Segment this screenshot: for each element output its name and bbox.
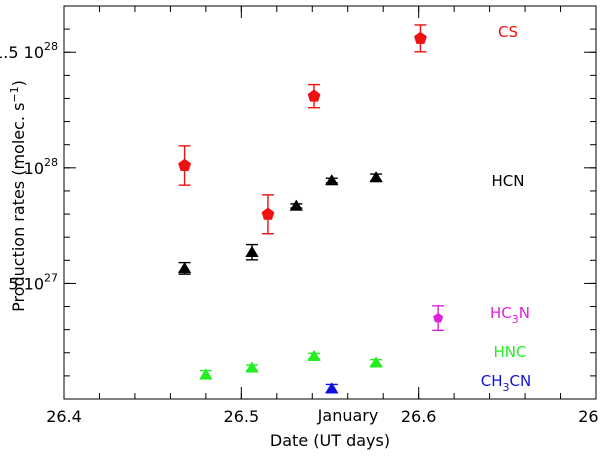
hnc-data-point bbox=[307, 349, 321, 361]
x-tick-label: 26.6 bbox=[401, 407, 437, 426]
cs-series-label: CS bbox=[498, 23, 518, 41]
hcn-data-point bbox=[325, 174, 339, 186]
hc-series-label: HC3N bbox=[490, 304, 530, 326]
cs-data-point bbox=[178, 158, 192, 172]
january-annotation: January bbox=[317, 406, 379, 425]
y-tick-label: 1028 bbox=[24, 156, 58, 178]
y-tick-label: 1.5 1028 bbox=[0, 40, 58, 62]
ch-data-point bbox=[325, 382, 339, 394]
x-tick-label: 26.7 bbox=[578, 407, 600, 426]
hcn-data-point bbox=[177, 261, 192, 274]
hcn-data-point bbox=[245, 245, 259, 257]
axis-tick-labels: 26.4 26.5 26.6 26.7 5 1027 1028 1.5 1028 bbox=[0, 40, 600, 426]
y-axis-label: Production rates (molec. s−1) bbox=[8, 80, 28, 312]
plot-frame bbox=[63, 5, 597, 400]
x-tick-label: 26.4 bbox=[46, 407, 82, 426]
cs-data-point bbox=[261, 207, 275, 220]
cs-data-point bbox=[307, 89, 321, 102]
x-tick-label: 26.5 bbox=[224, 407, 260, 426]
x-axis-label: Date (UT days) bbox=[270, 431, 390, 450]
hnc-data-point bbox=[199, 368, 213, 380]
y-tick-label: 5 1027 bbox=[8, 271, 58, 293]
cs-data-point bbox=[414, 31, 427, 44]
series-labels: CS HCN HC3N HNC CH3CN bbox=[481, 23, 531, 394]
hnc-data-point bbox=[369, 356, 383, 368]
hnc-data-point bbox=[245, 361, 259, 373]
hnc-series-label: HNC bbox=[494, 343, 527, 361]
hc-data-point bbox=[433, 312, 444, 323]
ch-series-label: CH3CN bbox=[481, 372, 531, 394]
hcn-data-point bbox=[369, 171, 383, 183]
hcn-series-label: HCN bbox=[492, 172, 525, 190]
hcn-data-point bbox=[289, 199, 304, 211]
axis-ticks bbox=[63, 5, 597, 400]
error-bars bbox=[178, 24, 445, 394]
data-markers bbox=[177, 31, 444, 394]
